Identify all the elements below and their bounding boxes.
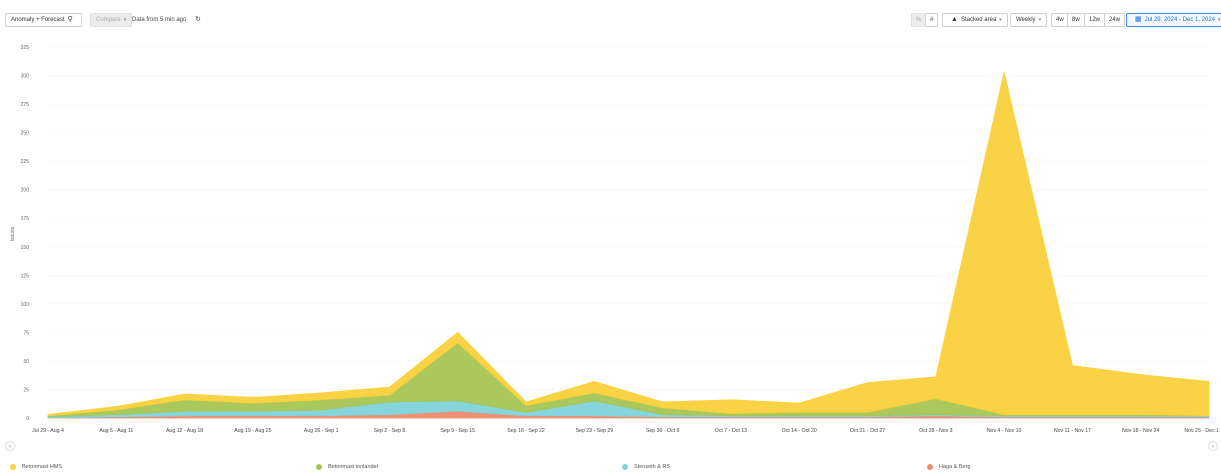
chart-grid <box>48 46 1209 419</box>
x-tick-label: Oct 7 - Oct 13 <box>715 428 747 434</box>
chart-legend: Betonmast HMS Betonmast innlandet Stense… <box>0 461 1221 473</box>
compare-dropdown[interactable]: Compare ▾ <box>90 13 133 27</box>
data-freshness-text: Data from 5 min ago <box>132 17 187 23</box>
y-tick-label: 250 <box>21 131 30 137</box>
anomaly-forecast-button[interactable]: Anomaly + Forecast ⚲ <box>5 13 82 27</box>
x-tick-label: Oct 28 - Nov 3 <box>919 428 953 434</box>
legend-item-stenseth-rs[interactable]: Stenseth & RS <box>622 461 670 473</box>
y-tick-label: 75 <box>23 330 29 336</box>
stacked-area-icon: ▲ <box>951 16 958 23</box>
chevron-down-icon: ▾ <box>1038 17 1042 23</box>
range-8w-button[interactable]: 8w <box>1067 13 1085 27</box>
x-tick-label: Sep 23 - Sep 29 <box>576 428 614 434</box>
y-tick-label: 325 <box>21 45 30 51</box>
x-tick-label: Aug 12 - Aug 18 <box>166 428 203 434</box>
x-tick-label: Oct 14 - Oct 20 <box>782 428 817 434</box>
x-axis-ticks: Jul 29 - Aug 4 Aug 5 - Aug 11 Aug 12 - Aug… <box>32 428 1219 434</box>
chart-type-dropdown[interactable]: ▲ Stacked area ▾ <box>942 13 1008 27</box>
interval-label: Weekly <box>1016 17 1036 23</box>
chart-areas <box>47 72 1210 419</box>
chevron-down-icon: ▾ <box>999 17 1002 23</box>
x-tick-label: Aug 19 - Aug 25 <box>234 428 271 434</box>
y-axis-ticks: 0 25 50 75 100 125 150 175 200 225 250 275 300 325 <box>21 45 30 422</box>
chart-next-button[interactable]: › <box>1208 441 1218 451</box>
legend-swatch <box>316 464 322 470</box>
y-tick-label: 25 <box>23 387 29 393</box>
chart-prev-button[interactable]: ‹ <box>5 441 15 451</box>
chevron-right-icon: › <box>1212 444 1214 450</box>
range-24w-label: 24w <box>1109 17 1121 23</box>
x-tick-label: Oct 21 - Oct 27 <box>850 428 885 434</box>
data-freshness: Data from 5 min ago <box>132 13 186 27</box>
magic-wand-icon: ⚲ <box>67 16 73 23</box>
legend-swatch <box>10 464 16 470</box>
y-tick-label: 0 <box>26 416 29 422</box>
chevron-down-icon: ▾ <box>123 17 127 23</box>
compare-label: Compare <box>96 17 121 23</box>
calendar-icon: ▦ <box>1135 16 1142 23</box>
x-tick-label: Sep 16 - Sep 22 <box>507 428 545 434</box>
x-tick-label: Nov 11 - Nov 17 <box>1054 428 1091 434</box>
y-tick-label: 175 <box>21 216 30 222</box>
legend-label: Betonmast HMS <box>22 464 63 470</box>
range-24w-button[interactable]: 24w <box>1104 13 1126 27</box>
legend-item-betonmast-innlandet[interactable]: Betonmast innlandet <box>316 461 378 473</box>
legend-label: Stenseth & RS <box>634 464 671 470</box>
x-tick-label: Jul 29 - Aug 4 <box>32 428 64 434</box>
chevron-left-icon: ‹ <box>9 444 11 450</box>
y-tick-label: 200 <box>21 188 30 194</box>
chevron-down-icon: ▾ <box>1218 17 1221 23</box>
x-tick-label: Nov 25 - Dec 1 <box>1184 428 1219 434</box>
legend-item-betonmast-hms[interactable]: Betonmast HMS <box>10 461 62 473</box>
y-tick-label: 300 <box>21 74 30 80</box>
legend-item-haga-berg[interactable]: Haga & Berg <box>927 461 971 473</box>
legend-swatch <box>927 464 933 470</box>
interval-dropdown[interactable]: Weekly ▾ <box>1010 13 1048 27</box>
x-tick-label: Nov 18 - Nov 24 <box>1122 428 1160 434</box>
x-tick-label: Aug 26 - Sep 1 <box>304 428 339 434</box>
y-tick-label: 100 <box>21 302 30 308</box>
legend-label: Betonmast innlandet <box>328 464 379 470</box>
y-axis-label: Issues <box>10 226 16 241</box>
y-tick-label: 225 <box>21 159 30 165</box>
chart-type-label: Stacked area <box>960 17 997 23</box>
legend-swatch <box>622 464 628 470</box>
refresh-button[interactable]: ↻ <box>192 13 204 27</box>
range-4w-label: 4w <box>1056 17 1064 23</box>
count-toggle[interactable]: # <box>925 13 939 27</box>
range-8w-label: 8w <box>1072 17 1080 23</box>
y-tick-label: 275 <box>21 102 30 108</box>
anomaly-forecast-label: Anomaly + Forecast <box>11 17 65 23</box>
refresh-icon: ↻ <box>195 16 201 23</box>
x-tick-label: Sep 2 - Sep 8 <box>374 428 406 434</box>
legend-label: Haga & Berg <box>939 464 971 470</box>
stacked-area-chart: 0 25 50 75 100 125 150 175 200 225 250 275 300 325 Ju… <box>10 45 1219 434</box>
date-range-picker[interactable]: ▦ Jul 29, 2024 - Dec 1, 2024 ▾ <box>1126 13 1221 27</box>
y-tick-label: 150 <box>21 245 30 251</box>
date-range-label: Jul 29, 2024 - Dec 1, 2024 <box>1144 17 1216 23</box>
range-12w-label: 12w <box>1089 17 1101 23</box>
x-tick-label: Aug 5 - Aug 11 <box>99 428 133 434</box>
x-tick-label: Sep 30 - Oct 6 <box>646 428 680 434</box>
toolbar: Anomaly + Forecast ⚲ Compare ▾ Data from… <box>0 0 1221 34</box>
count-label: # <box>930 17 934 23</box>
x-tick-label: Sep 9 - Sep 15 <box>440 428 475 434</box>
y-tick-label: 50 <box>23 359 29 365</box>
range-12w-button[interactable]: 12w <box>1084 13 1106 27</box>
percent-label: % <box>916 17 922 23</box>
area-series-betonmast-hms[interactable] <box>47 72 1210 417</box>
y-tick-label: 125 <box>21 273 30 279</box>
x-tick-label: Nov 4 - Nov 10 <box>987 428 1022 434</box>
